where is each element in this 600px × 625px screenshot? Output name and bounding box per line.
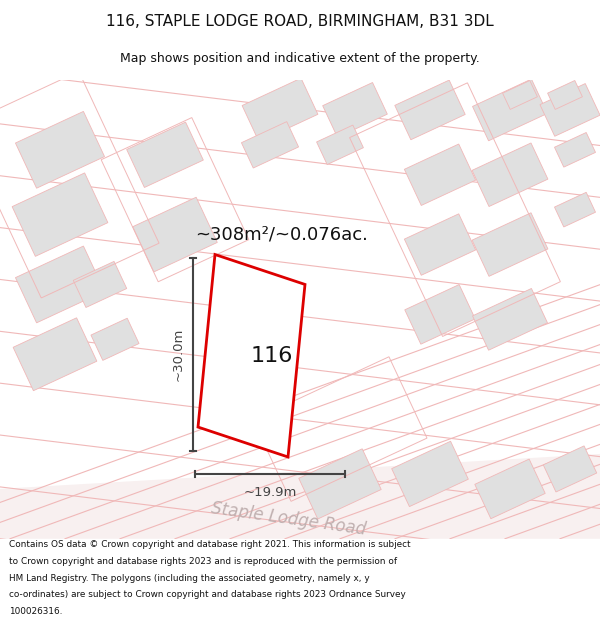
Polygon shape	[472, 213, 548, 276]
Polygon shape	[392, 441, 469, 507]
Polygon shape	[73, 261, 127, 308]
Polygon shape	[16, 111, 104, 188]
Polygon shape	[299, 449, 381, 519]
Polygon shape	[472, 143, 548, 206]
Text: 116: 116	[250, 346, 293, 366]
Polygon shape	[198, 254, 305, 457]
Polygon shape	[473, 79, 547, 141]
Polygon shape	[404, 214, 476, 275]
Polygon shape	[554, 132, 596, 167]
Text: 100026316.: 100026316.	[9, 607, 62, 616]
Polygon shape	[548, 81, 583, 109]
Polygon shape	[317, 125, 364, 164]
Polygon shape	[475, 459, 545, 519]
Text: 116, STAPLE LODGE ROAD, BIRMINGHAM, B31 3DL: 116, STAPLE LODGE ROAD, BIRMINGHAM, B31 …	[106, 14, 494, 29]
Polygon shape	[91, 318, 139, 361]
Polygon shape	[127, 122, 203, 188]
Polygon shape	[133, 198, 217, 272]
Polygon shape	[503, 81, 538, 109]
Polygon shape	[543, 446, 597, 492]
Polygon shape	[16, 246, 104, 323]
Text: ~308m²/~0.076ac.: ~308m²/~0.076ac.	[195, 226, 368, 244]
Polygon shape	[473, 289, 547, 350]
Polygon shape	[242, 78, 318, 142]
Polygon shape	[0, 454, 600, 539]
Polygon shape	[405, 284, 475, 344]
Polygon shape	[554, 192, 596, 227]
Text: to Crown copyright and database rights 2023 and is reproduced with the permissio: to Crown copyright and database rights 2…	[9, 557, 397, 566]
Text: ~19.9m: ~19.9m	[244, 486, 296, 499]
Text: Map shows position and indicative extent of the property.: Map shows position and indicative extent…	[120, 52, 480, 65]
Polygon shape	[540, 84, 600, 136]
Text: co-ordinates) are subject to Crown copyright and database rights 2023 Ordnance S: co-ordinates) are subject to Crown copyr…	[9, 590, 406, 599]
Polygon shape	[323, 82, 388, 138]
Text: Staple Lodge Road: Staple Lodge Road	[210, 499, 367, 539]
Polygon shape	[404, 144, 476, 206]
Text: ~30.0m: ~30.0m	[172, 328, 185, 381]
Polygon shape	[13, 318, 97, 391]
Polygon shape	[395, 80, 465, 140]
Text: HM Land Registry. The polygons (including the associated geometry, namely x, y: HM Land Registry. The polygons (includin…	[9, 574, 370, 582]
Polygon shape	[241, 122, 299, 168]
Text: Contains OS data © Crown copyright and database right 2021. This information is : Contains OS data © Crown copyright and d…	[9, 541, 410, 549]
Polygon shape	[12, 173, 108, 256]
